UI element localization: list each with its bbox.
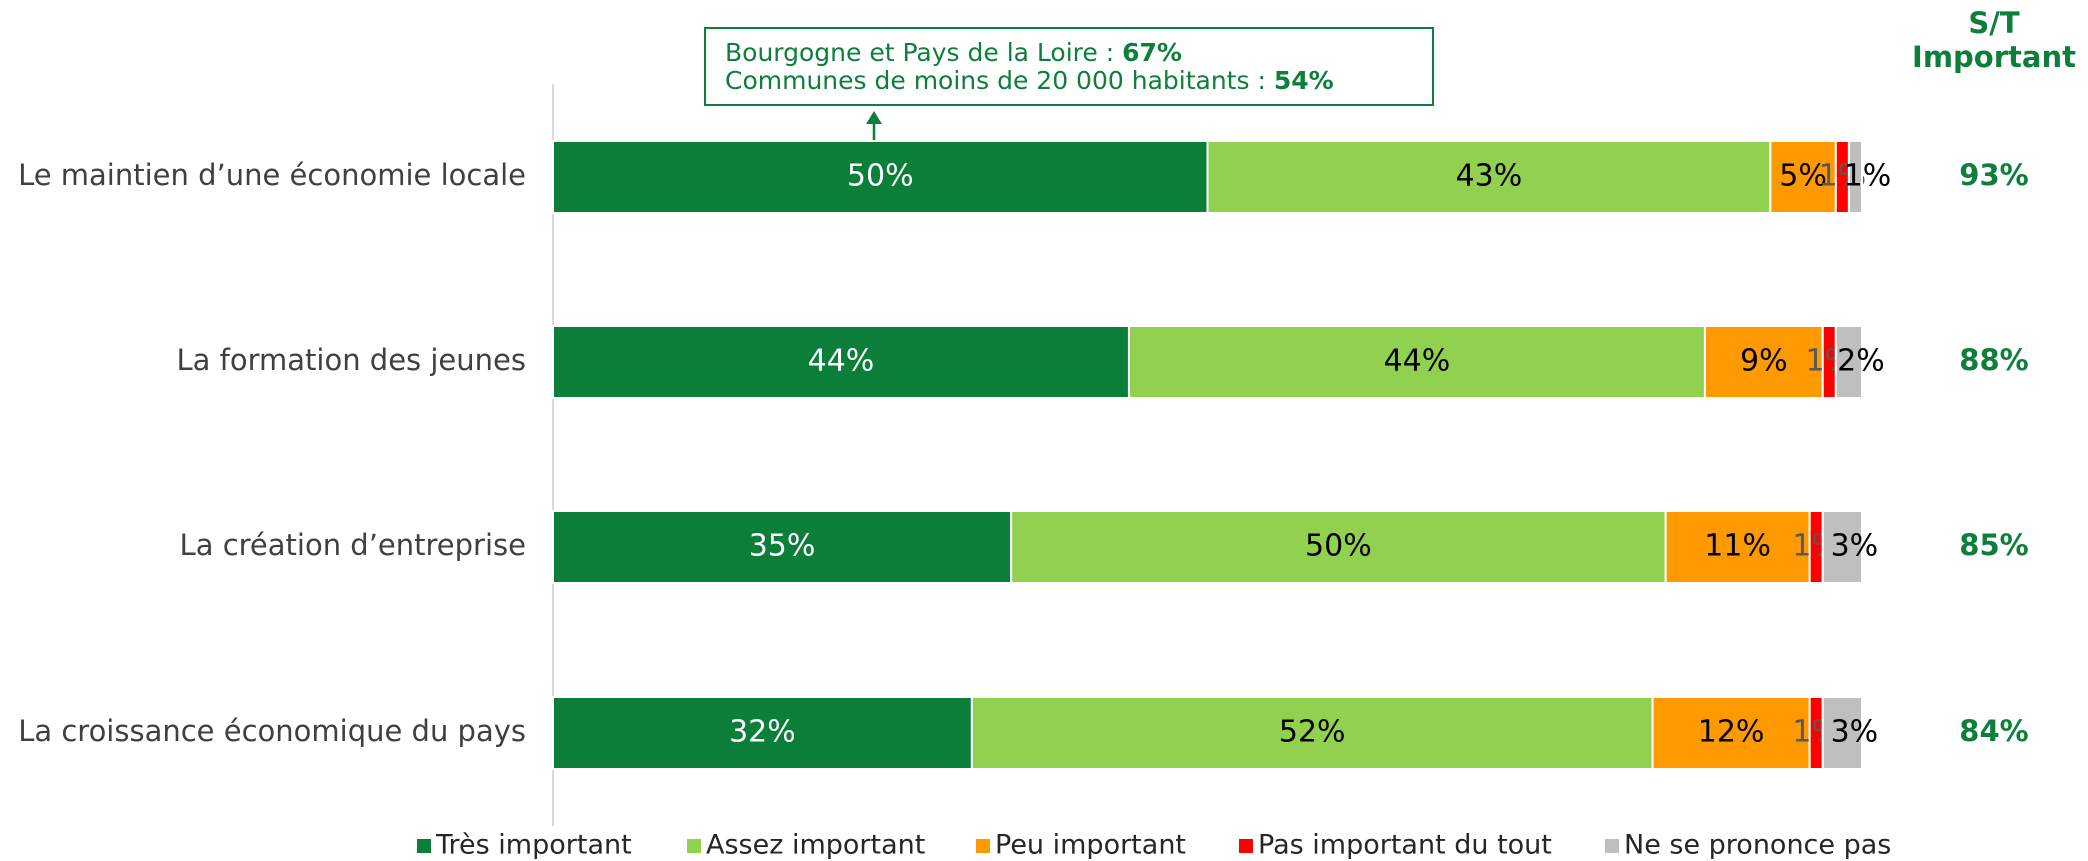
- annotation-arrowhead: [866, 111, 882, 124]
- data-label: 35%: [749, 529, 816, 564]
- data-label: 1%: [1844, 159, 1892, 194]
- data-label: 44%: [808, 344, 875, 379]
- data-label: 5%: [1779, 159, 1827, 194]
- category-label: La formation des jeunes: [177, 343, 527, 377]
- legend-label: Peu important: [995, 830, 1186, 861]
- total-label: 85%: [1959, 528, 2028, 562]
- data-label: 2%: [1837, 344, 1885, 379]
- legend-swatch: [687, 839, 701, 853]
- bar-segment: [552, 140, 1209, 214]
- legend-label: Très important: [435, 830, 632, 861]
- bar-segment: [552, 696, 973, 770]
- bar-segment: [1664, 510, 1811, 584]
- bar-segment: [1821, 510, 1863, 584]
- legend-swatch: [417, 839, 431, 853]
- annotation-value: 54%: [1274, 66, 1334, 95]
- data-label: 44%: [1384, 344, 1451, 379]
- bar-segment: [1703, 325, 1824, 399]
- data-label: 3%: [1831, 715, 1879, 750]
- total-label: 84%: [1959, 714, 2028, 748]
- legend-label: Pas important du tout: [1258, 830, 1552, 861]
- total-label: 93%: [1959, 158, 2028, 192]
- data-label: 9%: [1740, 344, 1788, 379]
- bar-segment: [1206, 140, 1772, 214]
- bar-segment: [1834, 325, 1863, 399]
- totals-title: Important: [1912, 40, 2076, 74]
- data-label: 43%: [1456, 159, 1523, 194]
- annotation-value: 67%: [1122, 38, 1182, 67]
- annotation-box: [704, 27, 1434, 106]
- annotation-text: Communes de moins de 20 000 habitants :: [725, 66, 1274, 95]
- data-label: 11%: [1704, 529, 1771, 564]
- legend-label: Assez important: [706, 830, 925, 861]
- category-label: La croissance économique du pays: [18, 714, 526, 748]
- legend-label: Ne se prononce pas: [1624, 830, 1891, 861]
- category-label: Le maintien d’une économie locale: [18, 158, 526, 192]
- bar-segment: [1127, 325, 1706, 399]
- category-label: La création d’entreprise: [180, 528, 526, 562]
- data-label: 3%: [1831, 529, 1879, 564]
- legend-swatch: [976, 839, 990, 853]
- data-label: 50%: [847, 159, 914, 194]
- bar-segment: [970, 696, 1654, 770]
- legend-swatch: [1239, 839, 1253, 853]
- data-label: 12%: [1698, 715, 1765, 750]
- bar-segment: [1651, 696, 1811, 770]
- bar-segment: [1821, 696, 1863, 770]
- annotation-line: Communes de moins de 20 000 habitants : …: [725, 66, 1334, 95]
- totals-title: S/T: [1968, 6, 2019, 40]
- bar-segment: [1010, 510, 1667, 584]
- annotation-text: Bourgogne et Pays de la Loire :: [725, 38, 1122, 67]
- bar-segment: [1769, 140, 1837, 214]
- legend-swatch: [1605, 839, 1619, 853]
- bar-segment: [1847, 140, 1864, 214]
- data-label: 32%: [729, 715, 796, 750]
- bar-segment: [552, 510, 1013, 584]
- total-label: 88%: [1959, 343, 2028, 377]
- data-label: 52%: [1279, 715, 1346, 750]
- data-label: 50%: [1305, 529, 1372, 564]
- annotation-line: Bourgogne et Pays de la Loire : 67%: [725, 38, 1182, 67]
